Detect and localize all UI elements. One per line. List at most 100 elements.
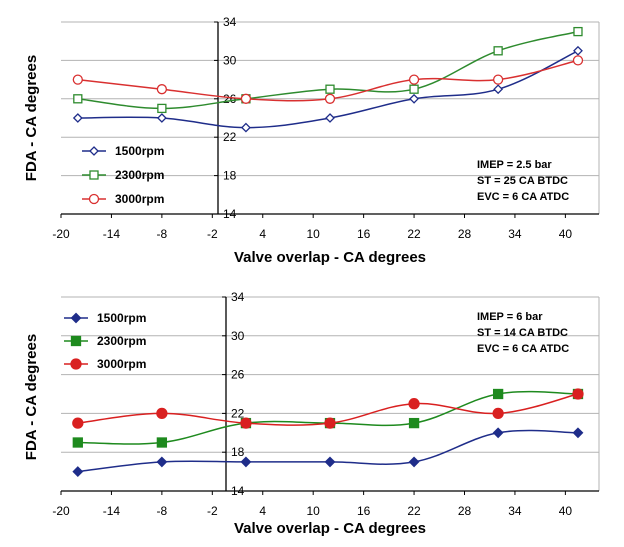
data-point	[325, 84, 335, 94]
data-point	[409, 93, 419, 104]
annotation-line: ST = 14 CA BTDC	[477, 327, 568, 339]
legend-label: 1500rpm	[115, 144, 164, 158]
legend-item-1500rpm: 1500rpm	[82, 144, 164, 158]
y-axis-label: FDA - CA degrees	[23, 334, 40, 460]
data-point	[572, 388, 584, 400]
data-point	[72, 113, 83, 123]
data-point	[408, 417, 420, 429]
y-tick-label: 34	[223, 15, 237, 29]
annotation-line: ST = 25 CA BTDC	[477, 175, 568, 187]
legend-marker	[70, 312, 82, 324]
x-tick-label: -2	[207, 504, 218, 518]
x-tick-label: 28	[458, 227, 472, 241]
y-tick-label: 26	[231, 368, 245, 382]
x-tick-label: -2	[207, 227, 218, 241]
data-point	[492, 388, 504, 400]
legend-marker	[89, 146, 99, 156]
y-tick-label: 30	[223, 53, 237, 67]
data-point	[492, 407, 504, 420]
legend-item-1500rpm: 1500rpm	[64, 311, 146, 325]
data-point	[572, 427, 584, 439]
annotation-line: IMEP = 6 bar	[477, 311, 543, 323]
x-tick-label: 16	[357, 504, 371, 518]
data-point	[409, 84, 419, 94]
legend-label: 2300rpm	[97, 334, 146, 348]
data-point	[73, 94, 83, 104]
y-tick-label: 18	[223, 169, 237, 183]
x-tick-label: 28	[458, 504, 472, 518]
series-1500rpm	[72, 45, 583, 133]
annotation-line: EVC = 6 CA ATDC	[477, 191, 569, 203]
x-tick-label: 10	[307, 227, 321, 241]
legend-marker	[88, 193, 100, 205]
series-3000rpm	[72, 388, 584, 429]
x-tick-label: 4	[259, 504, 266, 518]
data-point	[324, 456, 336, 468]
data-point	[72, 74, 83, 85]
annotation-line: EVC = 6 CA ATDC	[477, 343, 569, 355]
legend-marker	[70, 335, 82, 347]
x-tick-label: 34	[508, 227, 522, 241]
y-tick-label: 14	[231, 484, 245, 498]
data-point	[572, 55, 584, 66]
data-point	[408, 398, 420, 410]
y-tick-label: 34	[231, 290, 245, 304]
series-3000rpm	[72, 55, 584, 104]
legend-item-2300rpm: 2300rpm	[82, 168, 164, 182]
data-point	[492, 74, 504, 85]
data-point	[240, 93, 252, 104]
data-point	[573, 45, 583, 56]
data-point	[72, 417, 84, 429]
data-point	[241, 122, 251, 133]
y-tick-label: 22	[231, 406, 245, 420]
x-tick-label: 22	[407, 504, 421, 518]
data-point	[573, 26, 583, 37]
x-tick-label: -20	[52, 504, 70, 518]
chart-2: -20 -14 -8 -2 4 10 16 22 28 34 40 14 18 22 26 30 34 Valve…	[23, 290, 600, 537]
data-point	[240, 456, 252, 468]
series-1500rpm	[72, 427, 584, 478]
legend-label: 1500rpm	[97, 311, 146, 325]
data-point	[72, 437, 83, 448]
x-tick-label: 16	[357, 227, 371, 241]
legend-item-3000rpm: 3000rpm	[82, 192, 164, 206]
data-point	[493, 84, 504, 95]
data-point	[408, 456, 420, 468]
y-axis-label: FDA - CA degrees	[23, 55, 40, 181]
x-tick-label: -14	[103, 227, 121, 241]
x-tick-label: -14	[103, 504, 121, 518]
y-tick-label: 30	[231, 329, 245, 343]
legend-label: 3000rpm	[97, 357, 146, 371]
x-axis-label: Valve overlap - CA degrees	[234, 520, 426, 537]
legend-label: 2300rpm	[115, 168, 164, 182]
data-point	[157, 103, 167, 114]
data-point	[156, 407, 168, 420]
data-point	[240, 417, 252, 429]
annotation-line: IMEP = 2.5 bar	[477, 159, 552, 171]
x-tick-label: 22	[407, 227, 421, 241]
data-point	[156, 84, 168, 95]
x-tick-label: 4	[259, 227, 266, 241]
data-point	[408, 74, 420, 85]
data-point	[492, 427, 504, 439]
x-tick-label: 40	[559, 227, 573, 241]
data-point	[72, 466, 84, 478]
data-point	[156, 437, 168, 448]
chart-1: -20 -14 -8 -2 4 10 16 22 28 34 40 14 18 22 26 30 34 Valve…	[23, 15, 600, 266]
legend-label: 3000rpm	[115, 192, 164, 206]
series-line	[77, 429, 578, 473]
x-axis-label: Valve overlap - CA degrees	[234, 249, 426, 266]
legend-item-2300rpm: 2300rpm	[64, 334, 146, 348]
x-tick-label: -8	[157, 504, 168, 518]
y-tick-label: 18	[231, 445, 245, 459]
data-point	[324, 417, 336, 429]
legend-item-3000rpm: 3000rpm	[64, 357, 146, 371]
data-point	[324, 93, 336, 104]
x-tick-label: 34	[508, 504, 522, 518]
data-point	[493, 46, 503, 56]
y-tick-label: 26	[223, 92, 237, 106]
legend-marker	[89, 170, 99, 180]
legend-marker	[70, 358, 82, 370]
